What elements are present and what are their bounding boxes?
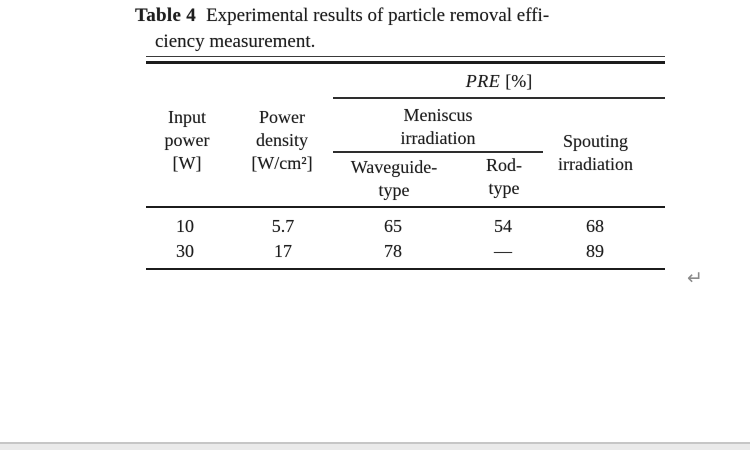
cell-row1-power-density: 5.7 [271,216,295,236]
power-density-line1: Power [259,107,305,127]
pre-group-underline [333,97,665,99]
cell-row1-spouting: 68 [586,216,604,236]
power-density-line2: density [256,130,308,150]
pre-group-unit: [%] [505,71,533,91]
meniscus-line1: Meniscus [403,105,473,125]
pre-group-name: PRE [465,71,501,91]
cell-row2-waveguide: 78 [384,241,402,261]
pre-group-header: PRE [%] [333,71,665,92]
column-header-input-power: Input power [W] [145,106,229,175]
table-caption-line1: Table 4 Experimental results of particle … [135,5,549,27]
column-header-rod-type: Rod- type [470,154,538,200]
meniscus-line2: irradiation [400,128,476,148]
power-density-unit: [W/cm²] [251,153,313,173]
waveguide-line2: type [378,180,410,200]
table-top-rule-thin [146,56,665,57]
table-bottom-rule [146,268,665,270]
table-top-rule-thick [146,61,665,64]
cell-row1-rod: 54 [494,216,512,236]
table-caption-label: Table 4 [135,5,197,26]
cell-row2-power-density: 17 [274,241,292,261]
cell-row2-input-power: 30 [176,241,194,261]
input-power-line1: Input [168,107,206,127]
column-header-waveguide-type: Waveguide- type [338,156,450,202]
cell-row2-spouting: 89 [586,241,604,261]
rod-line2: type [488,178,520,198]
meniscus-group-underline [333,151,543,153]
spouting-line1: Spouting [562,131,628,151]
cell-row1-waveguide: 65 [384,216,402,236]
column-header-power-density: Power density [W/cm²] [227,106,337,175]
table-caption-line2: ciency measurement. [155,31,316,52]
cell-row2-rod: — [494,241,512,261]
rod-line1: Rod- [486,155,522,175]
input-power-unit: [W] [172,153,202,173]
table-header-bottom-rule [146,206,665,208]
waveguide-line1: Waveguide- [350,157,438,177]
cell-row1-input-power: 10 [176,216,194,236]
spouting-line2: irradiation [558,154,633,174]
input-power-line2: power [164,130,210,150]
return-mark-icon: ↵ [687,267,703,289]
horizontal-scrollbar-track[interactable] [0,442,750,450]
group-header-meniscus-irradiation: Meniscus irradiation [365,104,511,150]
column-header-spouting-irradiation: Spouting irradiation [533,130,658,176]
table-caption-text: Experimental results of particle removal… [206,5,550,26]
